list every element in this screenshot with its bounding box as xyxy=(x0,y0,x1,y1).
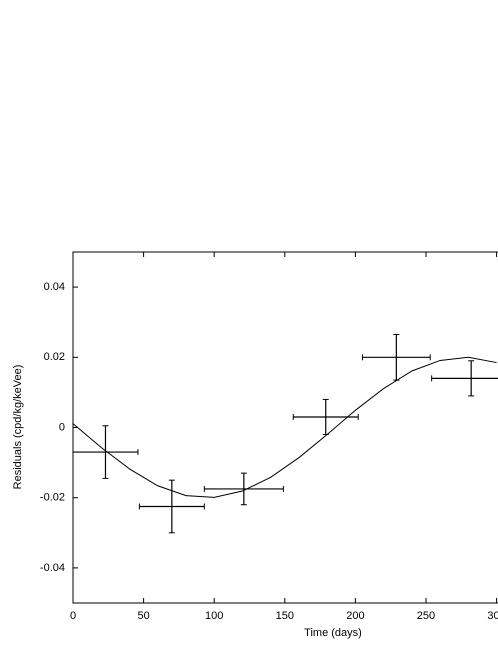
y-tick-label: 0.04 xyxy=(44,281,65,293)
x-tick-label: 100 xyxy=(205,610,223,622)
x-tick-label: 250 xyxy=(417,610,435,622)
y-axis-label: Residuals (cpd/kg/keVee) xyxy=(12,365,24,490)
x-tick-label: 150 xyxy=(276,610,294,622)
x-tick-label: 50 xyxy=(137,610,149,622)
x-tick-label: 0 xyxy=(70,610,76,622)
y-tick-label: 0 xyxy=(59,421,65,433)
x-tick-label: 300 xyxy=(487,610,498,622)
y-tick-label: 0.02 xyxy=(44,351,65,363)
y-tick-label: -0.04 xyxy=(40,562,65,574)
y-tick-label: -0.02 xyxy=(40,492,65,504)
x-tick-label: 200 xyxy=(346,610,364,622)
plot-frame xyxy=(72,251,498,604)
x-axis-label: Time (days) xyxy=(304,627,362,639)
fit-curve xyxy=(72,356,497,498)
